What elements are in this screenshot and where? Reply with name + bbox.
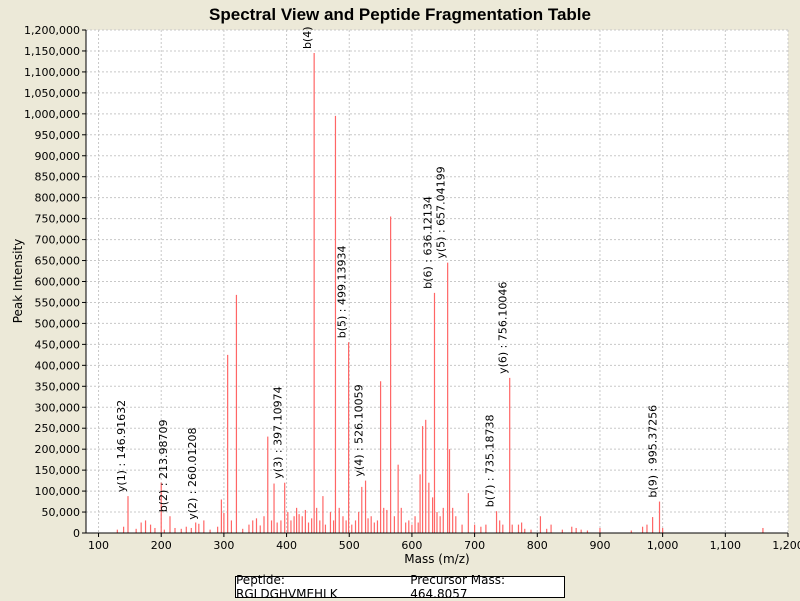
y-tick-label: 200,000 <box>35 443 81 456</box>
y-tick-label: 1,050,000 <box>24 87 80 100</box>
x-axis-label: Mass (m/z) <box>404 552 469 566</box>
peak-annotation: y(4) : 526.10059 <box>353 384 366 476</box>
x-tick-label: 900 <box>589 539 610 552</box>
legend-precursor: Precursor Mass: 464.8057 <box>410 573 506 601</box>
y-tick-label: 350,000 <box>35 380 81 393</box>
x-tick-label: 800 <box>527 539 548 552</box>
y-tick-label: 900,000 <box>35 150 81 163</box>
axes: 0 50,000 100,000 150,000 200,000 250,000 300,0… <box>24 24 800 552</box>
chart-title: Spectral View and Peptide Fragmentation … <box>209 5 591 24</box>
y-tick-label: 300,000 <box>35 401 81 414</box>
y-tick-label: 400,000 <box>35 359 81 372</box>
x-tick-label: 1,200 <box>772 539 800 552</box>
y-tick-label: 1,150,000 <box>24 45 80 58</box>
peak-annotation: y(5) : 657.04199 <box>435 166 448 258</box>
x-tick-label: 200 <box>151 539 172 552</box>
x-tick-label: 400 <box>276 539 297 552</box>
y-tick-label: 150,000 <box>35 464 81 477</box>
peak-annotation: b(5) : 499.13934 <box>336 246 349 339</box>
legend-peptide: Peptide: RGLDGHVMEHLK <box>236 573 338 601</box>
y-tick-label: 600,000 <box>35 276 81 289</box>
y-tick-label: 50,000 <box>42 506 81 519</box>
y-tick-label: 1,100,000 <box>24 66 80 79</box>
y-tick-label: 500,000 <box>35 317 81 330</box>
peak-annotation: b(7) : 735.18738 <box>484 414 497 507</box>
peak-annotation: y(3) : 397.10974 <box>272 386 285 478</box>
peak-annotation: y(1) : 146.91632 <box>115 400 128 492</box>
x-tick-label: 1,100 <box>710 539 742 552</box>
x-tick-label: 700 <box>464 539 485 552</box>
y-tick-label: 1,200,000 <box>24 24 80 37</box>
peak-annotation: b(9) : 995.37256 <box>647 405 660 498</box>
x-tick-label: 600 <box>401 539 422 552</box>
x-tick-label: 100 <box>88 539 109 552</box>
peak-series <box>116 53 764 533</box>
y-tick-label: 0 <box>73 527 80 540</box>
y-tick-label: 450,000 <box>35 338 81 351</box>
y-tick-label: 850,000 <box>35 171 81 184</box>
y-tick-label: 700,000 <box>35 234 81 247</box>
y-tick-label: 550,000 <box>35 296 81 309</box>
grid-lines <box>86 29 789 533</box>
legend-box: Peptide: RGLDGHVMEHLK Precursor Mass: 46… <box>235 573 565 601</box>
peak-annotation: y(2) : 260.01208 <box>186 427 199 519</box>
y-tick-label: 250,000 <box>35 422 81 435</box>
peak-annotation: b(2) : 213.98709 <box>157 419 170 512</box>
y-tick-label: 750,000 <box>35 213 81 226</box>
x-tick-label: 1,000 <box>647 539 679 552</box>
peak-annotation: b(6) : 636.12134 <box>421 196 434 289</box>
y-tick-label: 800,000 <box>35 192 81 205</box>
x-tick-label: 300 <box>213 539 234 552</box>
y-tick-label: 650,000 <box>35 255 81 268</box>
y-axis-label: Peak Intensity <box>11 239 25 324</box>
peak-annotation: y(6) : 756.10046 <box>497 282 510 374</box>
y-tick-label: 100,000 <box>35 485 81 498</box>
y-tick-label: 1,000,000 <box>24 108 80 121</box>
y-tick-label: 950,000 <box>35 129 81 142</box>
x-tick-label: 500 <box>339 539 360 552</box>
peak-annotations: y(1) : 146.91632 b(2) : 213.98709 y(2) : 2… <box>115 26 660 519</box>
peak-annotation: b(4) <box>301 26 314 49</box>
